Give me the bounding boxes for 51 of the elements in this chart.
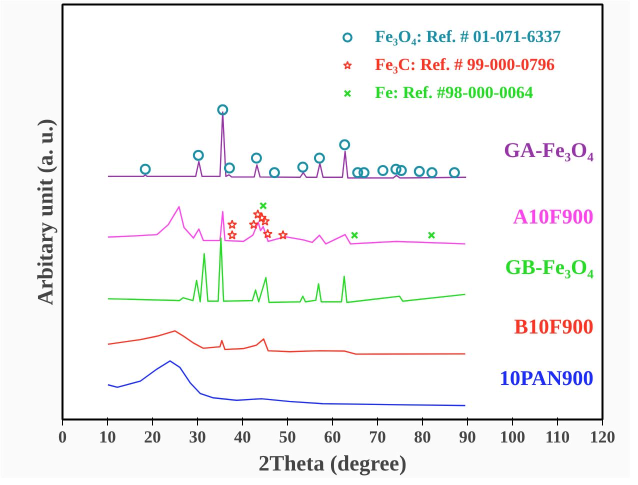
x-axis-title: 2Theta (degree) [258,450,407,476]
point [297,162,308,173]
x-tick-label: 40 [234,428,251,446]
point [448,167,460,178]
point [260,216,270,226]
series-label: GA-Fe₃O₄ [504,138,594,162]
x-tick-label: 100 [500,428,526,446]
point [352,167,364,178]
point [339,139,350,150]
point [314,152,325,164]
y-axis-title: Arbitary unit (a. u.) [32,118,58,306]
x-tick-label: 50 [279,428,296,446]
point [227,220,238,229]
legend-label: Fe₃O₄: Ref. # 01-071-6337 [375,27,561,47]
series-label: 10PAN900 [499,366,594,390]
x-tick-label: 90 [459,428,476,446]
point [262,228,273,238]
point [227,230,238,240]
x-tick-label: 60 [324,428,341,446]
legend-label: Fe: Ref. #98-000-0064 [375,83,534,103]
point [414,166,425,177]
x-tick-label: 70 [369,428,386,446]
x-tick-label: 80 [414,428,431,446]
point [350,231,358,240]
point [250,152,262,164]
point [256,212,267,222]
point [248,220,259,229]
point [396,165,407,176]
point [224,162,235,174]
x-tick-label: 110 [545,428,570,446]
x-tick-label: 10 [99,428,116,446]
point [259,202,268,210]
x-tick-label: 30 [189,428,206,446]
text: A10F900 [513,204,594,228]
point [426,167,438,178]
point [358,167,370,178]
x-tick-label: 0 [58,428,67,446]
point [390,164,402,175]
point [268,167,280,178]
legend-label: Fe₃C: Ref. # 99-000-0796 [375,55,555,75]
point [377,165,388,176]
point [140,164,151,175]
text: B10F900 [514,314,594,338]
point [428,231,436,240]
x-tick-label: 20 [144,428,161,446]
point [192,150,204,161]
point [217,104,228,116]
text: GB-Fe₃O₄ [505,254,594,279]
point [278,230,288,240]
x-tick-label: 120 [590,428,616,446]
point [252,209,263,219]
